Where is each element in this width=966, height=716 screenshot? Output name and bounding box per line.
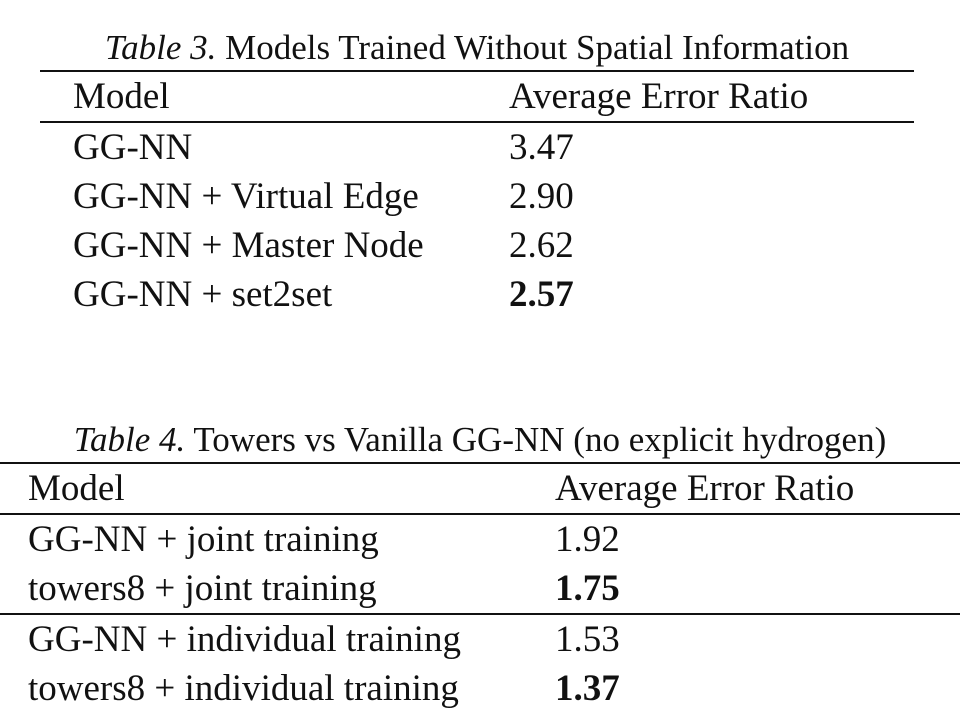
table-4-group-rule (0, 613, 960, 615)
table-row: GG-NN + individual training 1.53 (0, 615, 960, 664)
table-row: towers8 + individual training 1.37 (0, 664, 960, 713)
row-value: 3.47 (509, 127, 574, 168)
row-model: GG-NN (73, 127, 193, 168)
table-4-header-row: Model Average Error Ratio (0, 464, 960, 513)
table-3-top-rule (40, 70, 914, 72)
table-3-header-model: Model (73, 76, 170, 117)
row-value-best: 1.37 (555, 668, 620, 709)
table-4-caption: Table 4. Towers vs Vanilla GG-NN (no exp… (0, 420, 960, 460)
table-4-caption-label: Table 4. (73, 420, 186, 459)
table-row: GG-NN 3.47 (40, 123, 914, 172)
table-3-header-rule (40, 121, 914, 123)
table-row: GG-NN + joint training 1.92 (0, 515, 960, 564)
table-row: GG-NN + Virtual Edge 2.90 (40, 172, 914, 221)
table-4-top-rule (0, 462, 960, 464)
row-model: GG-NN + Virtual Edge (73, 176, 419, 217)
row-model: GG-NN + joint training (28, 519, 379, 560)
row-value: 1.92 (555, 519, 620, 560)
row-value-best: 2.57 (509, 274, 574, 315)
table-4-caption-text: Towers vs Vanilla GG-NN (no explicit hyd… (193, 420, 887, 459)
table-row: GG-NN + Master Node 2.62 (40, 221, 914, 270)
table-4-header-model: Model (28, 468, 125, 509)
table-4-header-value: Average Error Ratio (555, 468, 855, 509)
table-3-caption: Table 3. Models Trained Without Spatial … (40, 28, 914, 68)
row-value: 1.53 (555, 619, 620, 660)
table-row: GG-NN + set2set 2.57 (40, 270, 914, 319)
row-value: 2.62 (509, 225, 574, 266)
row-model: GG-NN + set2set (73, 274, 333, 315)
table-3-header-value: Average Error Ratio (509, 76, 809, 117)
table-4: Table 4. Towers vs Vanilla GG-NN (no exp… (0, 420, 960, 713)
table-row: towers8 + joint training 1.75 (0, 564, 960, 613)
table-3-caption-label: Table 3. (104, 28, 217, 67)
row-value-best: 1.75 (555, 568, 620, 609)
row-value: 2.90 (509, 176, 574, 217)
row-model: GG-NN + Master Node (73, 225, 424, 266)
row-model: GG-NN + individual training (28, 619, 461, 660)
table-4-header-rule (0, 513, 960, 515)
row-model: towers8 + individual training (28, 668, 459, 709)
table-3-header-row: Model Average Error Ratio (40, 72, 914, 121)
row-model: towers8 + joint training (28, 568, 377, 609)
table-3-caption-text: Models Trained Without Spatial Informati… (225, 28, 850, 67)
table-3: Table 3. Models Trained Without Spatial … (40, 28, 914, 319)
